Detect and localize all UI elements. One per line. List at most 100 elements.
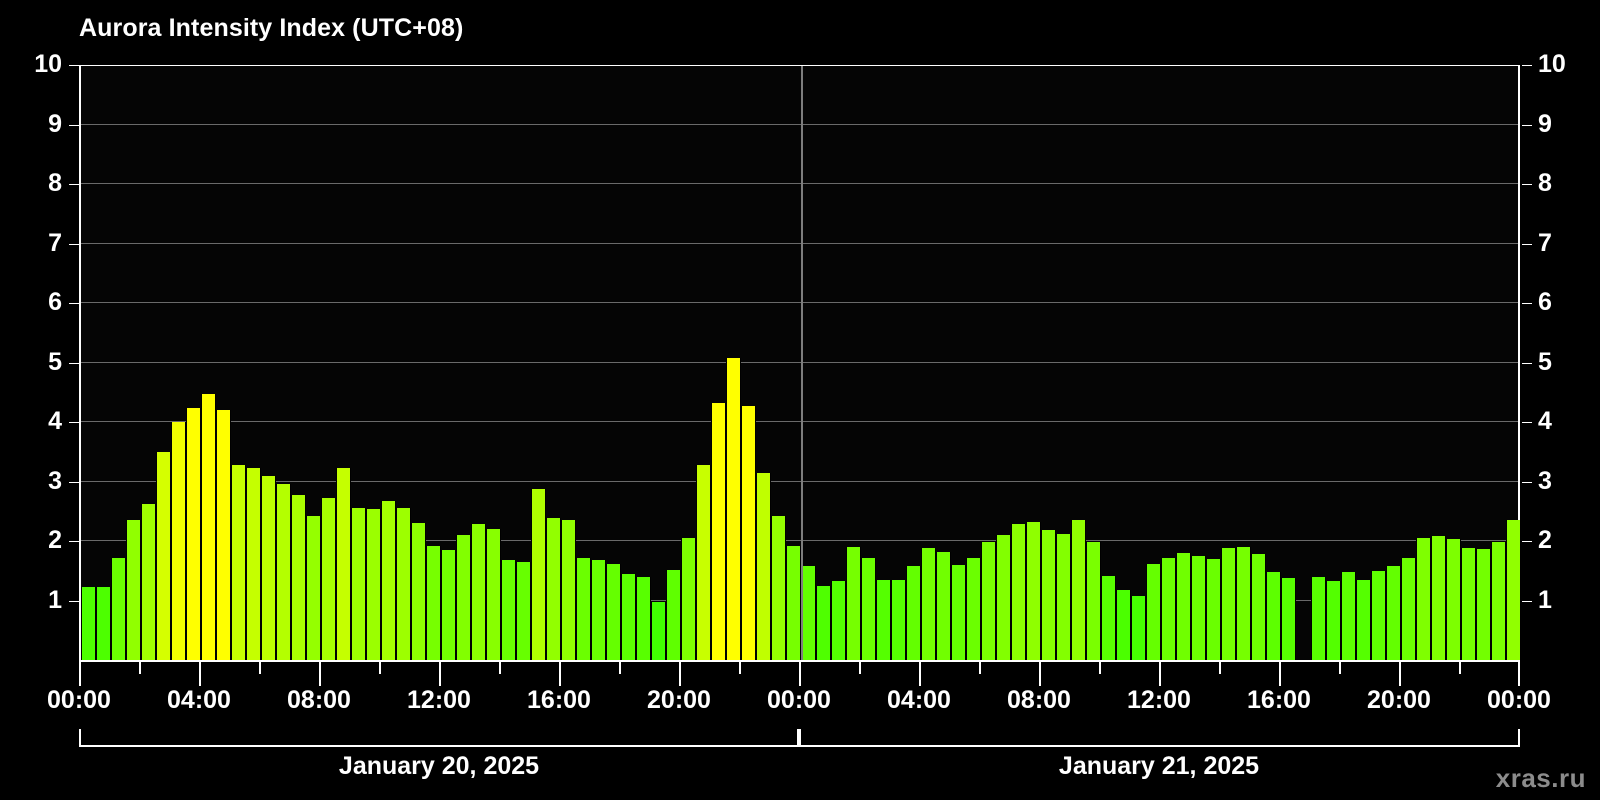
y-tick-label-left-1: 1: [48, 585, 62, 614]
bar: [276, 484, 291, 660]
x-tick: [199, 662, 201, 686]
bar: [366, 509, 381, 660]
bar: [171, 422, 186, 660]
bar: [81, 587, 96, 660]
bar: [501, 560, 516, 660]
bar: [396, 508, 411, 660]
gridline-5: [81, 361, 1518, 363]
x-axis-label: 04:00: [887, 686, 951, 714]
bar: [801, 566, 816, 660]
y-tick-label-right-4: 4: [1538, 407, 1552, 435]
bar: [966, 557, 981, 660]
y-tick-mark-right-5: [1522, 362, 1532, 364]
y-tick-mark-left-1: [69, 600, 79, 602]
bar: [1146, 563, 1161, 660]
x-axis-label: 16:00: [527, 686, 591, 714]
bar: [906, 566, 921, 660]
bar: [936, 551, 951, 660]
gridline-8: [81, 183, 1518, 184]
bar: [1386, 566, 1401, 660]
bar: [711, 402, 726, 660]
y-tick-mark-left-4: [69, 422, 79, 423]
bar: [921, 548, 936, 660]
y-tick-mark-left-6: [69, 303, 79, 304]
x-tick: [499, 662, 501, 674]
y-tick-label-left-4: 4: [48, 407, 62, 435]
bar: [111, 557, 126, 660]
y-tick-label-left-8: 8: [48, 169, 62, 197]
bar: [351, 508, 366, 660]
bar: [411, 523, 426, 660]
bar: [756, 472, 771, 660]
bar: [336, 468, 351, 660]
y-tick-mark-left-3: [69, 481, 79, 483]
x-tick: [739, 662, 741, 674]
x-tick: [919, 662, 921, 686]
y-tick-label-left-3: 3: [48, 466, 62, 495]
bar: [291, 494, 306, 660]
day-divider: [801, 66, 803, 660]
bar: [1116, 589, 1131, 660]
x-tick: [139, 662, 141, 674]
bar: [621, 573, 636, 660]
bar: [996, 535, 1011, 660]
bar: [726, 358, 741, 660]
bar: [96, 587, 111, 660]
bar: [1371, 570, 1386, 660]
gridline-9: [81, 123, 1518, 125]
x-axis-label: 12:00: [1127, 686, 1191, 714]
bar: [981, 542, 996, 660]
y-tick-label-right-3: 3: [1538, 466, 1552, 495]
bar: [1491, 542, 1506, 660]
y-tick-mark-right-7: [1522, 243, 1532, 245]
y-tick-label-right-7: 7: [1538, 228, 1552, 257]
x-tick: [1279, 662, 1281, 686]
bar: [831, 581, 846, 660]
bar: [666, 569, 681, 660]
bar: [1131, 595, 1146, 660]
gridline-2: [81, 540, 1518, 541]
bar: [1041, 530, 1056, 660]
bar: [561, 520, 576, 660]
bar: [1476, 549, 1491, 660]
bar: [1461, 548, 1476, 660]
plot-inner: [79, 66, 1521, 662]
bar: [216, 410, 231, 660]
bar: [531, 488, 546, 660]
y-tick-label-left-5: 5: [48, 347, 62, 376]
bar: [246, 468, 261, 660]
x-tick: [319, 662, 321, 686]
y-tick-mark-right-10: [1522, 65, 1532, 66]
bar: [441, 549, 456, 660]
x-axis-label: 12:00: [407, 686, 471, 714]
y-tick-label-right-5: 5: [1538, 347, 1552, 376]
x-tick: [1219, 662, 1221, 674]
bar: [381, 500, 396, 660]
bar: [1311, 576, 1326, 660]
bar: [1056, 533, 1071, 660]
bar: [696, 464, 711, 660]
bar: [1266, 571, 1281, 660]
bar: [321, 497, 336, 660]
y-tick-mark-left-2: [69, 541, 79, 542]
y-tick-label-left-6: 6: [48, 288, 62, 316]
bar: [1251, 554, 1266, 660]
bar: [471, 524, 486, 660]
bar: [1206, 558, 1221, 660]
bar: [576, 557, 591, 660]
y-tick-label-right-10: 10: [1538, 50, 1566, 78]
x-tick: [859, 662, 861, 674]
bar: [1506, 520, 1521, 660]
x-axis-label: 16:00: [1247, 686, 1311, 714]
y-tick-label-right-2: 2: [1538, 526, 1552, 554]
y-tick-label-right-6: 6: [1538, 288, 1552, 316]
bar: [306, 516, 321, 660]
gridline-3: [81, 480, 1518, 482]
gridline-4: [81, 421, 1518, 422]
bar: [1191, 556, 1206, 660]
gridline-7: [81, 242, 1518, 244]
x-axis-label: 20:00: [1367, 686, 1431, 714]
x-tick: [1518, 662, 1520, 686]
bar: [1356, 579, 1371, 660]
x-tick: [1039, 662, 1041, 686]
